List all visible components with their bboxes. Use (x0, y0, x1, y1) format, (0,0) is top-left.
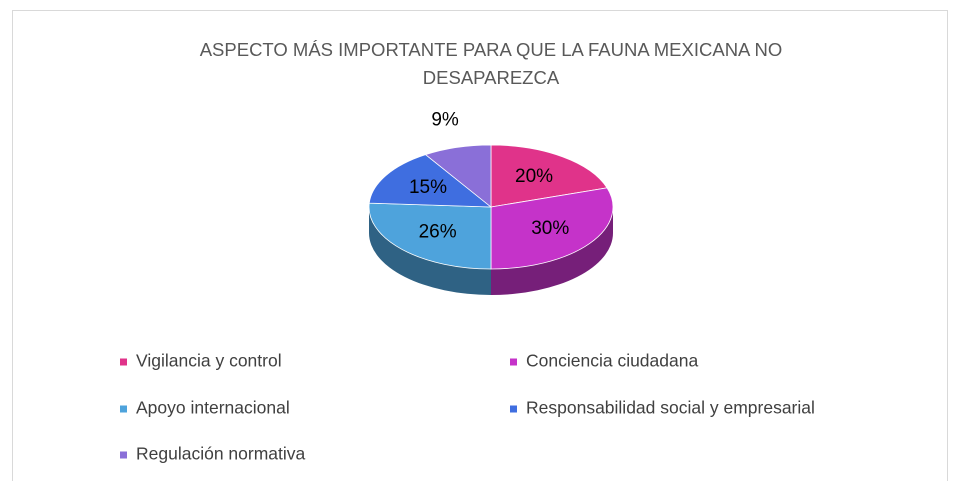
legend-swatch (120, 451, 127, 459)
legend-label: Apoyo internacional (136, 398, 290, 418)
data-label: 15% (409, 177, 447, 198)
data-label: 30% (531, 218, 569, 239)
legend-label: Regulación normativa (136, 444, 306, 464)
legend-label: Responsabilidad social y empresarial (526, 398, 815, 418)
pie-slice (490, 187, 614, 270)
chart-title: ASPECTO MÁS IMPORTANTE PARA QUE LA FAUNA… (199, 39, 783, 88)
pie-slice (368, 154, 493, 208)
legend-label: Conciencia ciudadana (526, 351, 698, 371)
legend-swatch (510, 405, 517, 413)
pie-slice (368, 202, 492, 270)
legend-swatch (510, 358, 517, 366)
legend-swatch (120, 358, 127, 366)
data-label: 9% (431, 110, 459, 131)
legend-swatch (120, 405, 127, 413)
chart-frame (12, 10, 948, 481)
legend-label: Vigilancia y control (136, 351, 282, 371)
data-label: 20% (515, 166, 553, 187)
data-label: 26% (419, 221, 457, 242)
pie-side (369, 207, 491, 295)
pie-slice (490, 144, 608, 208)
pie-side (491, 207, 613, 295)
pie-slice (424, 144, 492, 208)
